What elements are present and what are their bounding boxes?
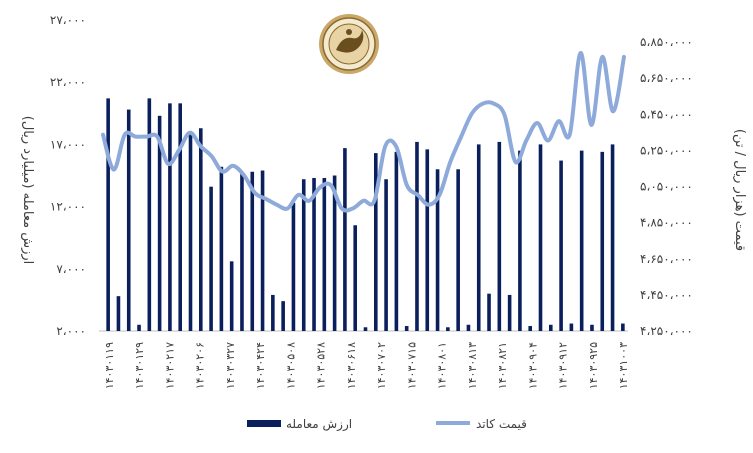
bar — [476, 144, 481, 331]
x-tick-label: ۱۴۰۳۰۹۲۵ — [587, 342, 600, 389]
bar — [435, 169, 440, 331]
bar — [579, 150, 584, 331]
left-tick-label: ۲۲،۰۰۰ — [50, 75, 86, 89]
bar — [456, 169, 460, 331]
right-tick-label: ۴،۲۵۰،۰۰۰ — [640, 324, 693, 338]
legend-swatch-bar — [247, 420, 281, 427]
left-tick-label: ۱۷،۰۰۰ — [50, 137, 86, 151]
bar — [569, 323, 574, 331]
legend: ارزش معامله قیمت کاتد — [247, 417, 527, 432]
x-tick-label: ۱۴۰۳۰۷۰۲ — [375, 342, 388, 389]
bar — [363, 327, 368, 331]
left-tick-label: ۷،۰۰۰ — [56, 262, 86, 276]
x-tick-label: ۱۴۰۳۰۵۰۸ — [284, 342, 297, 389]
bar — [610, 144, 615, 331]
bar — [147, 98, 152, 331]
bar — [178, 103, 183, 332]
x-tick-label: ۱۴۰۳۰۷۱۵ — [405, 342, 418, 389]
x-tick-label: ۱۴۰۳۱۰۰۳ — [617, 342, 630, 389]
x-tick-label: ۱۴۰۳۰۸۰۱ — [436, 342, 449, 389]
bar — [219, 166, 224, 331]
right-tick-label: ۴،۸۵۰،۰۰۰ — [640, 216, 693, 230]
bar — [332, 175, 337, 331]
left-tick-label: ۲،۰۰۰ — [56, 324, 86, 338]
bar — [229, 261, 234, 331]
bar — [373, 153, 378, 331]
bar — [394, 151, 399, 331]
bar — [425, 149, 430, 331]
left-axis-title: ارزش معامله (میلیارد ریال) — [20, 116, 35, 264]
x-tick-label: ۱۴۰۳۰۹۱۲ — [557, 342, 570, 389]
bar — [343, 148, 347, 331]
x-tick-label: ۱۴۰۳۰۵۲۸ — [315, 342, 328, 389]
x-tick-label: ۱۴۰۳۰۱۱۹ — [103, 342, 116, 389]
right-tick-label: ۴،۴۵۰،۰۰۰ — [640, 288, 693, 302]
right-tick-label: ۵،۰۵۰،۰۰۰ — [640, 180, 693, 194]
right-tick-label: ۵،۲۵۰،۰۰۰ — [640, 143, 693, 157]
bar — [415, 141, 419, 331]
bar — [168, 103, 172, 332]
bar — [528, 326, 533, 331]
bar — [322, 177, 327, 331]
bar — [353, 225, 358, 331]
bar — [209, 186, 213, 331]
x-tick-label: ۱۴۰۳۰۲۰۶ — [194, 342, 207, 389]
right-axis-ticks: ۵،۸۵۰،۰۰۰ ۵،۶۵۰،۰۰۰ ۵،۴۵۰،۰۰۰ ۵،۲۵۰،۰۰۰ ۵،۰۵… — [640, 35, 693, 338]
left-tick-label: ۲۷،۰۰۰ — [50, 13, 86, 27]
bar — [590, 324, 594, 331]
x-tick-label: ۱۴۰۳۰۲۱۷ — [163, 342, 176, 389]
left-axis-ticks: ۲۷،۰۰۰ ۲۲،۰۰۰ ۱۷،۰۰۰ ۱۲،۰۰۰ ۷،۰۰۰ ۲،۰۰۰ — [50, 13, 86, 338]
bar — [518, 150, 522, 331]
bar — [312, 177, 316, 331]
x-tick-label: ۱۴۰۳۰۹۰۴ — [526, 342, 539, 389]
bar — [559, 160, 563, 331]
right-tick-label: ۵،۴۵۰،۰۰۰ — [640, 107, 693, 121]
legend-label-line: قیمت کاتد — [476, 417, 527, 431]
bar — [404, 326, 409, 331]
right-tick-label: ۴،۶۵۰،۰۰۰ — [640, 252, 693, 266]
bar — [126, 109, 131, 332]
bar — [446, 327, 450, 331]
bar — [188, 131, 193, 331]
right-tick-label: ۵،۸۵۰،۰۰۰ — [640, 35, 693, 49]
right-axis-title: قیمت (هزار ریال / تن) — [732, 129, 747, 251]
x-tick-label: ۱۴۰۳۰۸۱۳ — [466, 342, 479, 389]
bar-series — [106, 98, 625, 332]
bar — [487, 293, 491, 331]
x-tick-label: ۱۴۰۳۰۳۲۷ — [224, 342, 237, 389]
bar — [281, 301, 285, 331]
bar — [497, 141, 502, 331]
bar — [106, 98, 110, 331]
bar — [137, 324, 141, 331]
bar — [466, 324, 471, 331]
bar — [260, 170, 265, 331]
bar — [600, 151, 605, 331]
bar — [538, 144, 543, 331]
bar — [157, 115, 162, 332]
bar — [198, 128, 203, 331]
x-tick-label: ۱۴۰۳۰۸۲۱ — [496, 342, 509, 389]
bar — [291, 202, 296, 331]
bar — [250, 171, 255, 331]
x-axis-ticks: ۱۴۰۳۰۱۱۹ ۱۴۰۳۰۱۲۹ ۱۴۰۳۰۲۱۷ ۱۴۰۳۰۲۰۶ ۱۴۰۳۰۳۲۷… — [103, 342, 630, 389]
right-tick-label: ۵،۶۵۰،۰۰۰ — [640, 71, 693, 85]
bar — [507, 294, 512, 331]
bar — [116, 296, 121, 331]
bar — [240, 173, 244, 331]
bar — [621, 323, 625, 331]
x-tick-label: ۱۴۰۳۰۶۱۸ — [345, 342, 358, 389]
line-series — [101, 50, 626, 213]
x-tick-label: ۱۴۰۳۰۴۲۴ — [254, 342, 267, 389]
bar — [301, 179, 306, 331]
x-tick-label: ۱۴۰۳۰۱۲۹ — [133, 342, 146, 389]
legend-label-bar: ارزش معامله — [286, 417, 352, 432]
left-tick-label: ۱۲،۰۰۰ — [50, 200, 86, 214]
bar — [384, 179, 388, 331]
price-line — [101, 50, 626, 213]
bar — [271, 294, 275, 331]
logo-seal — [319, 14, 379, 74]
bar — [548, 324, 553, 331]
